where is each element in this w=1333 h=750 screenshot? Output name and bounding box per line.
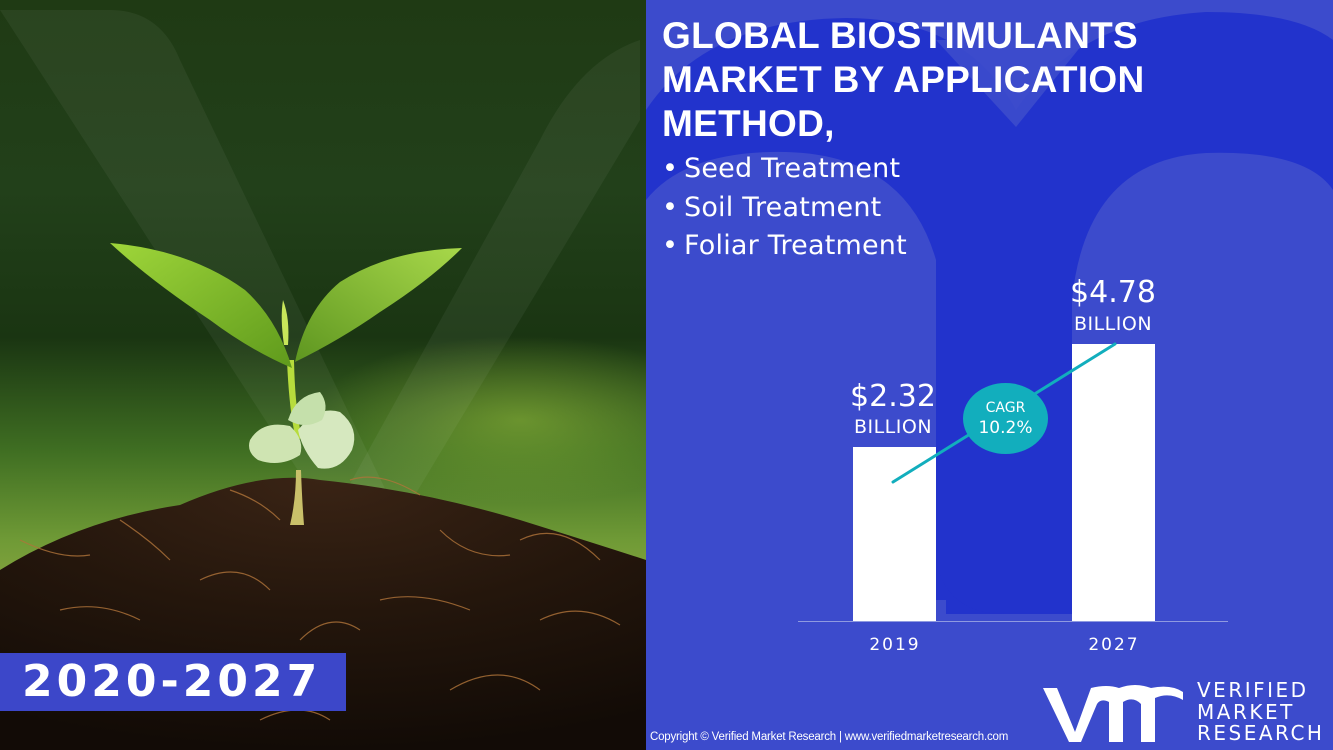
data-label-2019-value: $2.32 (850, 379, 936, 414)
x-tick-2019: 2019 (869, 635, 921, 655)
growth-arrow-line (891, 342, 1117, 484)
bullet-icon: • (662, 230, 679, 261)
list-item-label: Soil Treatment (684, 191, 882, 223)
hero-photo: 2020-2027 (0, 0, 646, 750)
data-label-2027-value: $4.78 (1070, 275, 1156, 310)
list-item-label: Seed Treatment (684, 153, 901, 184)
application-method-list: • Seed Treatment • Soil Treatment • Foliar … (662, 150, 907, 266)
title-line-1: GLOBAL BIOSTIMULANTS (662, 15, 1139, 56)
data-label-2019-unit: BILLION (853, 416, 933, 438)
list-item-foliar-treatment: • Foliar Treatment (662, 227, 907, 266)
copyright-notice: Copyright © Verified Market Research | w… (650, 731, 1009, 743)
market-size-bar-chart: $2.32 BILLION $4.78 BILLION CAGR 10.2% 2… (646, 0, 1333, 750)
logo-line-market: MARKET (1197, 699, 1295, 724)
cagr-value: 10.2% (978, 418, 1033, 438)
bar-2027 (1072, 344, 1155, 621)
list-item-seed-treatment: • Seed Treatment (662, 150, 907, 189)
forecast-period-text: 2020-2027 (22, 656, 322, 707)
seedling-illustration (0, 10, 646, 750)
data-label-2027-unit: BILLION (1073, 313, 1153, 335)
bullet-icon: • (662, 191, 679, 223)
logo-line-research: RESEARCH (1197, 721, 1325, 745)
x-axis-line (798, 621, 1228, 622)
title-line-3: METHOD, (662, 103, 835, 144)
bullet-icon: • (662, 153, 679, 184)
title-line-2: MARKET BY APPLICATION (662, 59, 1145, 100)
list-item-label: Foliar Treatment (684, 230, 907, 261)
list-item-soil-treatment: • Soil Treatment (662, 189, 907, 228)
bar-2019 (853, 447, 936, 621)
x-tick-2027: 2027 (1088, 635, 1140, 655)
cagr-badge: CAGR 10.2% (963, 383, 1048, 454)
forecast-period-banner: 2020-2027 (0, 653, 346, 711)
cagr-label: CAGR (985, 400, 1026, 416)
page-title: GLOBAL BIOSTIMULANTS MARKET BY APPLICATI… (662, 14, 1322, 146)
infographic-panel: GLOBAL BIOSTIMULANTS MARKET BY APPLICATI… (646, 0, 1333, 750)
logo-line-verified: VERIFIED (1197, 678, 1309, 702)
vmr-logo-text: VERIFIED MARKET RESEARCH (1197, 678, 1325, 745)
vmr-logo-icon (1043, 685, 1183, 742)
